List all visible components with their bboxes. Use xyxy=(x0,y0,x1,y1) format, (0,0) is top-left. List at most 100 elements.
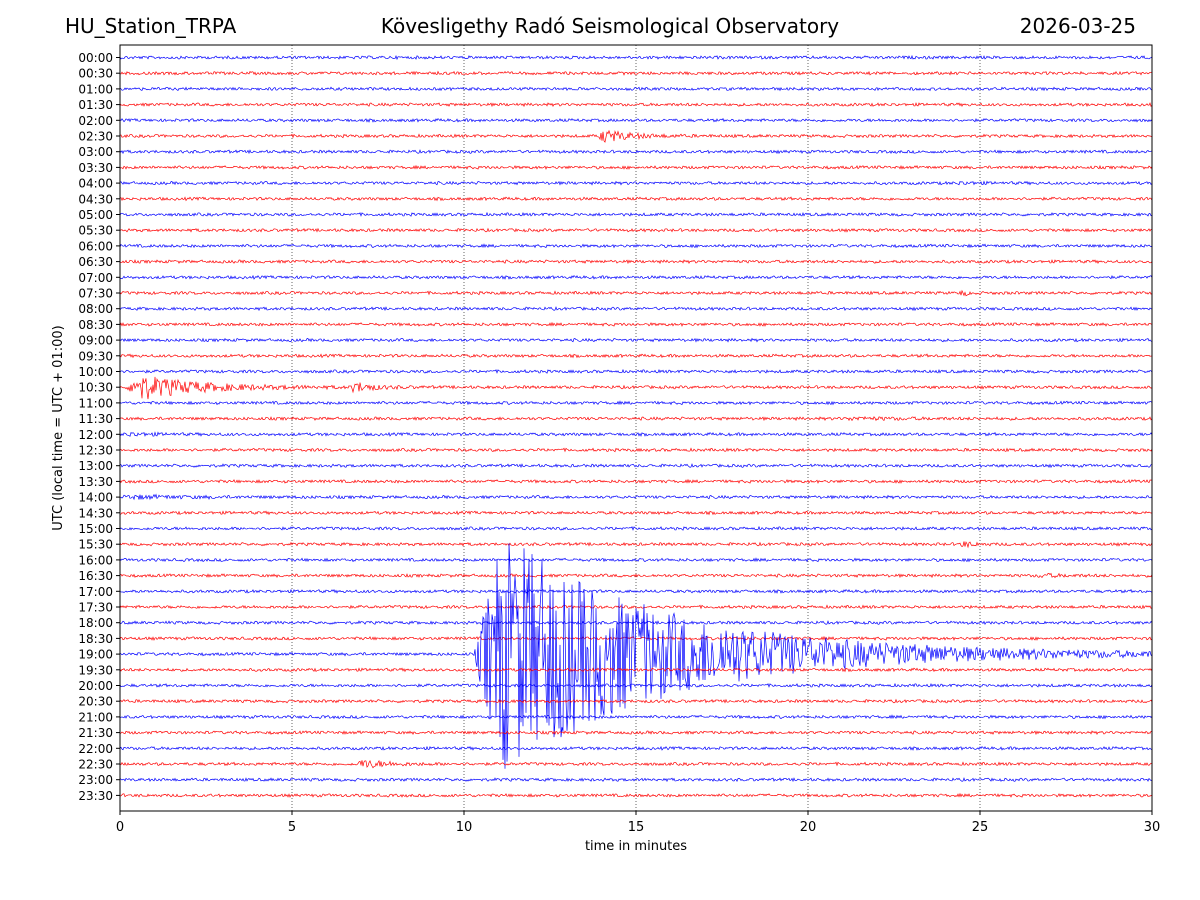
grid-lines xyxy=(291,45,981,811)
trace-0900 xyxy=(120,337,1152,343)
x-tick-label: 10 xyxy=(456,820,473,835)
x-tick-label: 30 xyxy=(1144,820,1161,835)
trace-0330 xyxy=(120,164,1152,170)
trace-0730 xyxy=(120,289,1152,297)
trace-0030 xyxy=(120,70,1152,76)
trace-0830 xyxy=(120,321,1152,327)
y-tick-label: 18:30 xyxy=(78,632,113,646)
date-title: 2026-03-25 xyxy=(1019,14,1136,38)
y-tick-label: 05:30 xyxy=(78,224,113,238)
y-tick-label: 10:00 xyxy=(78,365,113,379)
trace-1300 xyxy=(120,463,1152,469)
y-tick-label: 01:30 xyxy=(78,98,113,112)
traces-group xyxy=(120,54,1152,798)
y-tick-label: 03:30 xyxy=(78,161,113,175)
y-tick-label: 12:30 xyxy=(78,444,113,458)
observatory-title: Kövesligethy Radó Seismological Observat… xyxy=(380,14,840,38)
y-tick-label: 07:30 xyxy=(78,287,113,301)
y-tick-label: 10:30 xyxy=(78,381,113,395)
x-tick-label: 25 xyxy=(972,820,989,835)
y-tick-label: 07:00 xyxy=(78,271,113,285)
y-tick-label: 09:00 xyxy=(78,334,113,348)
y-tick-label: 21:00 xyxy=(78,710,113,724)
trace-0500 xyxy=(120,211,1152,217)
trace-2030 xyxy=(120,698,1152,704)
x-tick-label: 0 xyxy=(116,820,124,835)
y-tick-label: 16:30 xyxy=(78,569,113,583)
y-tick-label: 08:00 xyxy=(78,302,113,316)
trace-1700 xyxy=(120,588,1152,594)
y-tick-label: 19:00 xyxy=(78,648,113,662)
trace-1030 xyxy=(120,376,1152,400)
trace-1630 xyxy=(120,572,1152,579)
y-tick-label: 13:30 xyxy=(78,475,113,489)
y-tick-label: 20:30 xyxy=(78,695,113,709)
trace-1430 xyxy=(120,510,1152,516)
y-tick-label: 19:30 xyxy=(78,663,113,677)
trace-2130 xyxy=(120,730,1152,736)
trace-2300 xyxy=(120,777,1152,783)
y-tick-label: 14:00 xyxy=(78,491,113,505)
trace-1500 xyxy=(120,525,1152,531)
y-tick-label: 12:00 xyxy=(78,428,113,442)
x-tick-label: 15 xyxy=(628,820,645,835)
x-tick-label: 20 xyxy=(800,820,817,835)
trace-1400 xyxy=(120,493,1152,501)
trace-0400 xyxy=(120,180,1152,186)
trace-0930 xyxy=(120,353,1152,359)
y-tick-label: 16:00 xyxy=(78,553,113,567)
y-tick-label: 05:00 xyxy=(78,208,113,222)
trace-0230 xyxy=(120,129,1152,143)
trace-1230 xyxy=(120,447,1152,453)
y-axis-label: UTC (local time = UTC + 01:00) xyxy=(51,325,66,530)
y-tick-label: 20:00 xyxy=(78,679,113,693)
trace-2000 xyxy=(120,682,1152,688)
y-tick-label: 06:00 xyxy=(78,239,113,253)
trace-2330 xyxy=(120,792,1152,798)
y-tick-label: 11:30 xyxy=(78,412,113,426)
y-tick-label: 17:30 xyxy=(78,601,113,615)
y-tick-label: 13:00 xyxy=(78,459,113,473)
y-tick-label: 06:30 xyxy=(78,255,113,269)
y-tick-label: 23:00 xyxy=(78,773,113,787)
trace-1200 xyxy=(120,431,1152,437)
trace-0600 xyxy=(120,243,1152,249)
y-tick-label: 04:30 xyxy=(78,192,113,206)
y-tick-label: 22:00 xyxy=(78,742,113,756)
y-tick-label: 14:30 xyxy=(78,506,113,520)
y-tick-label: 22:30 xyxy=(78,758,113,772)
x-axis: 0 5 10 15 20 25 30 xyxy=(116,811,1160,835)
trace-1930 xyxy=(120,667,1152,673)
y-tick-label: 00:00 xyxy=(78,51,113,65)
y-tick-label: 23:30 xyxy=(78,789,113,803)
trace-2230 xyxy=(120,759,1152,769)
y-tick-label: 00:30 xyxy=(78,67,113,81)
y-tick-label: 09:30 xyxy=(78,349,113,363)
trace-0000 xyxy=(120,54,1152,61)
y-tick-label: 08:30 xyxy=(78,318,113,332)
trace-0700 xyxy=(120,274,1152,280)
trace-0530 xyxy=(120,227,1152,233)
y-tick-label: 01:00 xyxy=(78,82,113,96)
trace-1830 xyxy=(120,635,1152,641)
trace-1900 xyxy=(120,543,1152,769)
trace-1130 xyxy=(120,415,1152,422)
y-tick-label: 18:00 xyxy=(78,616,113,630)
trace-2100 xyxy=(120,714,1152,720)
y-tick-label: 11:00 xyxy=(78,396,113,410)
trace-0200 xyxy=(120,117,1152,123)
trace-1530 xyxy=(120,541,1152,549)
trace-1330 xyxy=(120,478,1152,484)
y-tick-label: 03:00 xyxy=(78,145,113,159)
trace-1000 xyxy=(120,368,1152,374)
trace-0800 xyxy=(120,306,1152,312)
trace-1730 xyxy=(120,604,1152,610)
y-tick-label: 02:00 xyxy=(78,114,113,128)
y-tick-label: 04:00 xyxy=(78,177,113,191)
trace-2200 xyxy=(120,745,1152,751)
trace-0430 xyxy=(120,196,1152,202)
y-tick-label: 15:00 xyxy=(78,522,113,536)
y-tick-label: 21:30 xyxy=(78,726,113,740)
